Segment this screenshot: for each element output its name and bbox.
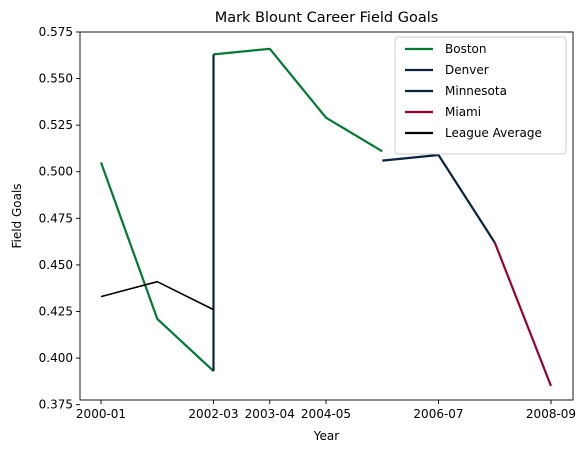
x-tick-label: 2004-05 [301, 407, 351, 421]
x-tick-label: 2000-01 [76, 407, 126, 421]
y-tick-label: 0.525 [39, 118, 73, 132]
boston-line [101, 162, 214, 371]
y-tick-label: 0.550 [39, 72, 73, 86]
x-tick-label: 2008-09 [526, 407, 576, 421]
y-tick-label: 0.575 [39, 25, 73, 39]
y-tick-label: 0.400 [39, 351, 73, 365]
y-tick-label: 0.500 [39, 165, 73, 179]
league-average-line [101, 282, 214, 310]
x-axis-label: Year [313, 429, 339, 443]
x-tick-label: 2006-07 [413, 407, 463, 421]
legend-label-miami: Miami [445, 105, 481, 119]
y-tick-label: 0.375 [39, 398, 73, 412]
boston-line [214, 49, 383, 152]
legend-label-minnesota: Minnesota [445, 84, 507, 98]
y-axis-label: Field Goals [10, 183, 24, 248]
legend: Boston Denver Minnesota Miami League Average [395, 37, 566, 154]
legend-label-boston: Boston [445, 42, 486, 56]
y-tick-label: 0.425 [39, 304, 73, 318]
y-tick-label: 0.475 [39, 211, 73, 225]
chart-title: Mark Blount Career Field Goals [215, 10, 439, 26]
legend-label-denver: Denver [445, 63, 489, 77]
miami-line [495, 243, 551, 386]
y-tick-label: 0.450 [39, 258, 73, 272]
legend-label-league-average: League Average [445, 126, 542, 140]
minnesota-line [382, 155, 495, 243]
x-tick-label: 2002-03 [188, 407, 238, 421]
x-tick-label: 2003-04 [245, 407, 295, 421]
